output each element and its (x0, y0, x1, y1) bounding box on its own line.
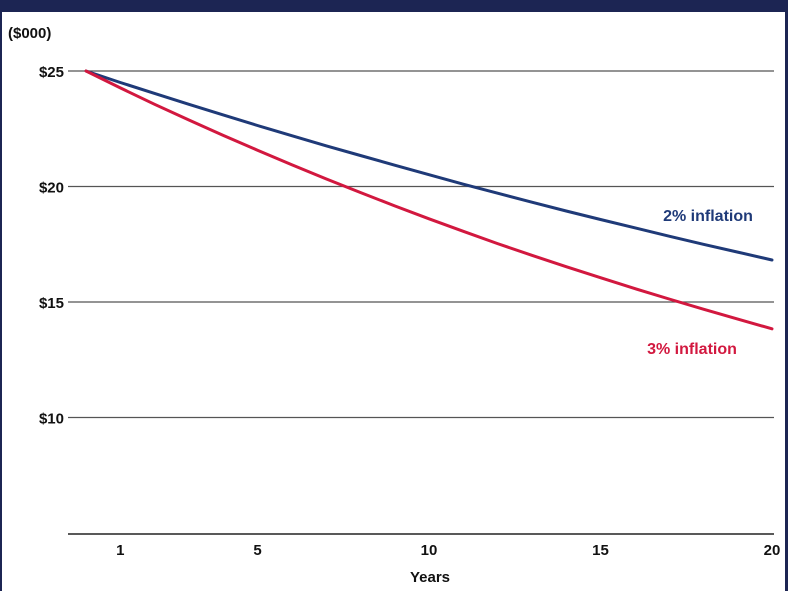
y-tick-label-25: $25 (39, 64, 64, 81)
series-label-1: 2% inflation (663, 208, 753, 225)
labels-layer: ($000) Years $10$15$20$251 5 10 15 202% infl… (8, 25, 780, 586)
unit-label: ($000) (8, 25, 51, 42)
x-tick-label-20: 20 (764, 542, 781, 559)
series-line-1 (84, 69, 774, 262)
series-layer (84, 69, 774, 331)
x-axis-title: Years (410, 569, 450, 586)
gridlines (68, 70, 774, 535)
chart-panel: ($000) Years $10 $15 $20 $25 1 5 10 15 20 2% infl… (2, 12, 785, 591)
y-tick-label-10: $10 (39, 411, 64, 428)
x-tick-label-15: 15 (592, 542, 609, 559)
y-tick-label-20: $20 (39, 180, 64, 197)
x-tick-label-5: 5 (253, 542, 261, 559)
series-label-2: 3% inflation (647, 341, 737, 358)
x-tick-label-10: 10 (421, 542, 438, 559)
line-chart: ($000) Years $10$15$20$251 5 10 15 202% infl… (8, 25, 780, 586)
series-line-2 (84, 69, 774, 331)
x-tick-label-1: 1 (116, 542, 124, 559)
y-tick-label-15: $15 (39, 295, 64, 312)
